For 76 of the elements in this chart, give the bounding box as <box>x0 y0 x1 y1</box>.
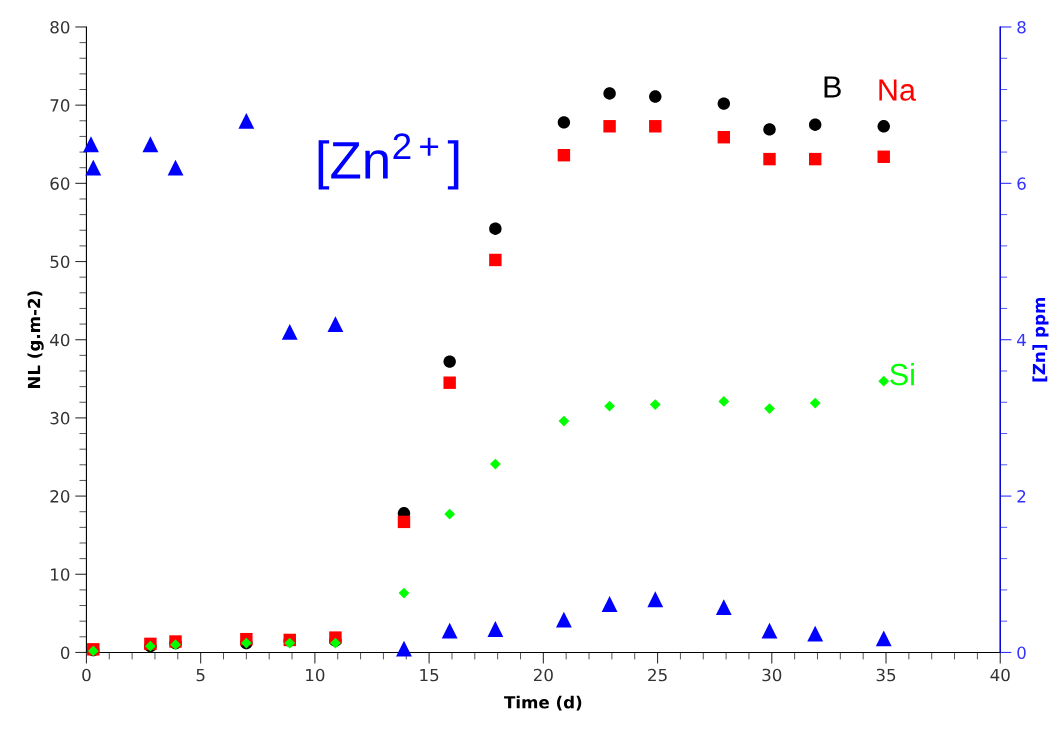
y2-tick-label: 4 <box>1017 333 1026 347</box>
point <box>761 622 778 639</box>
point <box>281 323 298 340</box>
point <box>649 120 662 133</box>
point <box>557 148 571 162</box>
y-tick-label: 50 <box>50 255 70 269</box>
point <box>443 355 456 368</box>
point <box>808 152 822 166</box>
y-tick-label: 10 <box>51 568 70 581</box>
point <box>443 376 456 389</box>
point <box>763 123 776 136</box>
y-tick-label: 40 <box>50 333 70 347</box>
series-label: B <box>824 76 841 98</box>
y-tick-label: 60 <box>50 177 70 190</box>
y2-tick-label: 0 <box>1017 646 1026 660</box>
point <box>649 90 662 103</box>
point <box>487 621 504 637</box>
x-axis-title: Time (d) <box>504 695 582 711</box>
point <box>601 596 618 612</box>
y-tick-label: 70 <box>50 99 70 112</box>
point <box>238 112 255 129</box>
point <box>489 253 502 267</box>
point <box>396 640 412 657</box>
y2-axis-title: [Zn] ppm <box>1032 297 1049 382</box>
point <box>85 159 102 176</box>
x-tick-label: 25 <box>648 668 667 682</box>
point <box>83 136 99 153</box>
point <box>327 316 344 332</box>
x-tick-label: 10 <box>306 668 325 682</box>
point <box>441 622 458 639</box>
y-tick-label: 0 <box>60 646 70 660</box>
point <box>807 625 824 642</box>
series-label: Na <box>879 79 916 101</box>
point <box>764 403 775 414</box>
x-tick-label: 0 <box>82 668 91 682</box>
y2-tick-label: 2 <box>1017 490 1026 503</box>
x-tick-label: 15 <box>420 668 439 682</box>
x-tick-label: 35 <box>876 668 896 682</box>
y-axis-title: NL (g.m-2) <box>27 291 44 389</box>
point <box>142 136 159 153</box>
point <box>877 120 890 133</box>
point <box>763 152 776 166</box>
point <box>167 159 184 176</box>
y2-tick-label: 8 <box>1017 20 1026 34</box>
point <box>717 97 731 110</box>
x-tick-label: 30 <box>762 668 782 682</box>
point <box>718 396 730 407</box>
series-label: [Zn$^{2+}$] <box>318 133 459 190</box>
y-tick-label: 80 <box>50 20 70 34</box>
series-label: Si <box>890 363 914 386</box>
point <box>717 131 731 144</box>
point <box>877 150 890 163</box>
point <box>875 630 892 647</box>
y-tick-label: 20 <box>50 490 70 503</box>
point <box>398 587 410 599</box>
x-tick-label: 5 <box>196 668 205 682</box>
point <box>489 458 501 470</box>
point <box>647 591 664 608</box>
y-tick-label: 30 <box>50 411 70 425</box>
point <box>649 399 661 410</box>
x-tick-label: 40 <box>990 668 1010 682</box>
y2-tick-label: 6 <box>1017 177 1026 190</box>
point <box>489 222 502 235</box>
point <box>808 118 822 131</box>
point <box>444 508 456 520</box>
point <box>397 515 411 529</box>
point <box>715 599 732 616</box>
point <box>603 120 616 133</box>
point <box>809 397 821 409</box>
point <box>604 400 615 412</box>
point <box>878 375 890 387</box>
x-tick-label: 20 <box>533 668 553 682</box>
point <box>557 116 571 129</box>
point <box>555 611 572 628</box>
point <box>558 415 570 427</box>
point <box>603 87 616 100</box>
